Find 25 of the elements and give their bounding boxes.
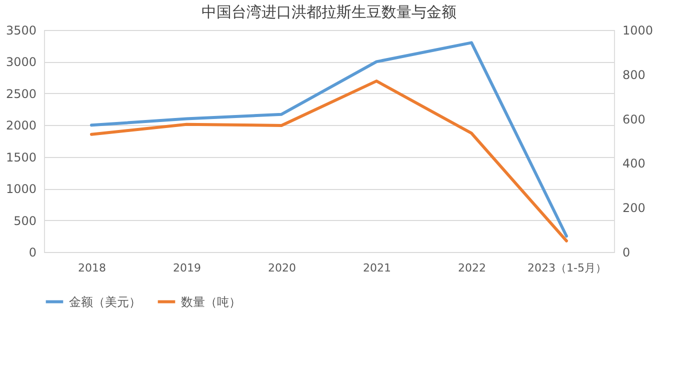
x-tick-label: 2019 xyxy=(173,262,201,274)
y2-tick-label: 800 xyxy=(622,68,646,82)
y-tick-label: 3500 xyxy=(6,24,36,38)
y-tick-label: 1500 xyxy=(6,150,36,164)
y2-tick-label: 1000 xyxy=(622,24,654,38)
x-tick-label: 2021 xyxy=(363,262,391,274)
y2-tick-label: 200 xyxy=(622,201,646,216)
x-tick-label: 2018 xyxy=(78,262,106,274)
y2-tick-label: 400 xyxy=(622,156,646,171)
y-tick-label: 2000 xyxy=(6,118,36,133)
legend-label: 金额（美元） xyxy=(69,294,141,309)
y-tick-label: 0 xyxy=(28,246,36,260)
legend-label: 数量（吨） xyxy=(181,294,241,309)
chart-title: 中国台湾进口洪都拉斯生豆数量与金额 xyxy=(202,3,456,21)
y-tick-label: 2500 xyxy=(6,86,36,101)
y2-tick-label: 600 xyxy=(622,112,646,126)
x-tick-label: 2022 xyxy=(458,262,486,274)
line-series xyxy=(90,41,568,238)
x-tick-label: 2020 xyxy=(268,262,296,274)
y-tick-label: 500 xyxy=(14,214,36,228)
y-tick-label: 1000 xyxy=(6,182,36,196)
y2-tick-label: 0 xyxy=(622,246,630,260)
x-tick-label: 2023（1-5月） xyxy=(528,262,606,274)
y-tick-label: 3000 xyxy=(6,55,36,70)
line-series xyxy=(90,80,568,242)
